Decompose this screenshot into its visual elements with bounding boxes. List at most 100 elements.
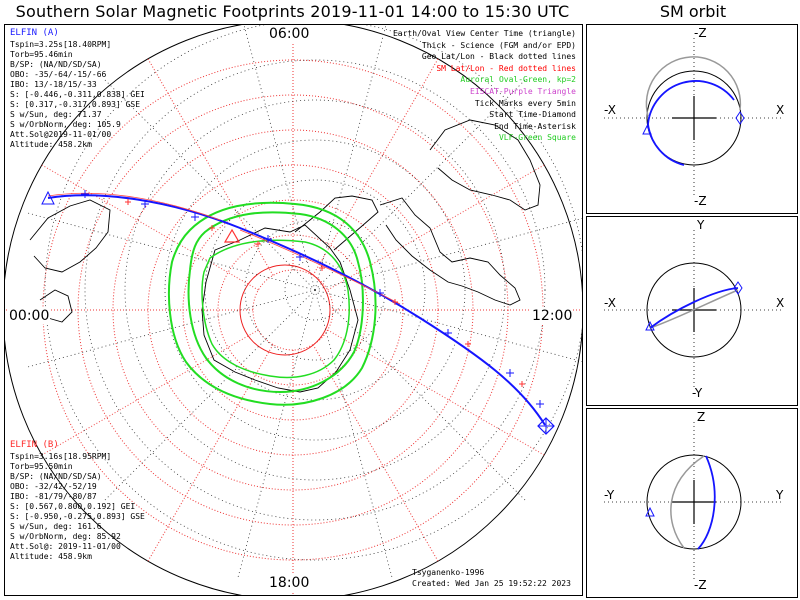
legend-entry: End Time-Asterisk (494, 121, 576, 131)
map-layer (5, 25, 582, 595)
info-line: B/SP: (NA/ND/SD/SA) (10, 60, 102, 69)
sm-lat-circle (217, 234, 369, 386)
legend-entry: Start Time-Diamond (489, 110, 576, 120)
auroral-oval-outer (168, 201, 377, 406)
panel2-right-label: X (776, 296, 785, 310)
geo-lat-circle (244, 219, 386, 361)
geo-lon-line (314, 289, 582, 362)
orbit-a-triangle (645, 506, 655, 517)
legend-entry: VLF-Green Square (498, 133, 576, 143)
info-line: S: [-0.950,-0.275,0.893] GSE (10, 512, 145, 521)
sm-lon-line (327, 329, 545, 456)
sm-lon-line (147, 344, 274, 562)
geo-lon-line (25, 289, 316, 369)
info-line: Torb=95.46min (10, 50, 73, 59)
elfin-a-track (47, 194, 546, 426)
geo-lat-circle (124, 99, 506, 481)
legend: Earth/Oval View Center Time (triangle) Th… (393, 28, 576, 144)
info-line: Att.Sol@: 2019-11-01/00 (10, 542, 121, 551)
sm-lon-line (41, 164, 259, 291)
sm-orbit-title: SM orbit (659, 2, 727, 21)
orbit-panel-xy (586, 216, 798, 406)
info-line: Altitude: 458.2km (10, 140, 92, 149)
panel2-top-label: Y (697, 218, 705, 232)
footprint-map-frame (4, 24, 583, 596)
legend-entry: Geo Lat/Lon - Black dotted lines (421, 52, 576, 62)
orbit-a (647, 80, 735, 125)
orbit-b (670, 455, 705, 549)
elfin-a-name: ELFIN (A) (10, 28, 59, 38)
elfin-b-info: Tspin=3.16s[18.95RPM] Torb=95.50min B/SP: … (10, 452, 145, 562)
legend-entry: EISCAT-Purple Triangle (470, 86, 576, 96)
sm-lat-circle (112, 129, 474, 491)
info-line: Altitude: 458.9km (10, 552, 92, 561)
hour-label-right: 12:00 (531, 308, 574, 324)
info-line: Torb=95.50min (10, 462, 73, 471)
panel1-bottom-label: -Z (694, 194, 707, 208)
plot-title: Southern Solar Magnetic Footprints 2019-… (15, 2, 570, 21)
info-line: S: [0.317,-0.317,0.893] GSE (10, 100, 141, 109)
view-center-triangle-b (223, 228, 241, 243)
auroral-oval-mid (201, 239, 350, 379)
geo-lat-circle (164, 139, 466, 441)
orbit-panel-yz (586, 408, 798, 598)
info-line: S w/Sun, deg: 71.37 (10, 110, 102, 119)
new-zealand-coastline (39, 289, 73, 323)
panel3-right-label: Y (776, 488, 784, 502)
geo-lon-line (236, 289, 316, 580)
info-line: S w/Sun, deg: 161.6 (10, 522, 102, 531)
info-line: OBO: -35/-64/-15/-66 (10, 70, 107, 79)
model-credit: Tsyganenko-1996 (412, 568, 485, 577)
sm-pole-circle (239, 264, 331, 356)
geo-lon-line (243, 25, 316, 291)
panel2-bottom-label: -Y (692, 386, 703, 400)
legend-entry: Auroral Oval-Green, kp=2 (460, 75, 576, 85)
hour-label-bottom: 18:00 (268, 575, 311, 591)
panel3-top-label: Z (697, 410, 706, 424)
created-timestamp: Created: Wed Jan 25 19:52:22 2023 (412, 579, 571, 588)
panel3-left-label: -Y (604, 488, 615, 502)
sm-lat-circle (252, 269, 334, 351)
orbit-panel-xz (586, 24, 798, 214)
orbit-a-diamond (733, 281, 743, 295)
geo-lat-circle (284, 259, 346, 321)
panel1-top-label: -Z (694, 26, 707, 40)
info-line: B/SP: (NA/ND/SD/SA) (10, 472, 102, 481)
info-line: S w/OrbNorm, deg: 85.92 (10, 532, 121, 541)
orbit-a-triangle (642, 124, 652, 135)
info-line: OBO: -32/42/-52/19 (10, 482, 97, 491)
info-line: Att.Sol@2019-11-01/00 (10, 130, 112, 139)
legend-entry: Earth/Oval View Center Time (triangle) (392, 29, 576, 38)
geo-lon-line (314, 289, 528, 503)
panel3-bottom-label: -Z (694, 578, 707, 592)
info-line: Tspin=3.16s[18.95RPM] (10, 452, 112, 461)
antarctic-peninsula-coastline (294, 195, 379, 251)
info-line: S: [0.567,0.800,0.192] GEI (10, 502, 136, 511)
south-america-coastline (379, 197, 521, 306)
info-line: Tspin=3.25s[18.40RPM] (10, 40, 112, 49)
info-line: S w/OrbNorm, deg: 105.9 (10, 120, 121, 129)
legend-entry: Tick Marks every 5min (474, 98, 576, 108)
info-line: IBO: -81/79/-80/87 (10, 492, 97, 501)
sm-lon-line (147, 58, 274, 276)
info-line: IBO: 13/-18/15/-33 (10, 80, 97, 89)
australia-coastline (29, 199, 111, 273)
elfin-b-track-upper (47, 192, 221, 221)
orbit-a-triangle (645, 320, 655, 331)
elfin-b-track-mid (239, 229, 401, 305)
legend-entry: SM Lat/Lon - Red dotted lines (436, 63, 576, 73)
elfin-a-info: Tspin=3.25s[18.40RPM] Torb=95.46min B/SP: … (10, 40, 145, 150)
orbit-a-diamond (735, 111, 745, 125)
africa-coastline (429, 119, 541, 211)
orbit-b (645, 56, 742, 117)
antarctica-coastline (201, 224, 359, 393)
orbit-a (697, 455, 716, 550)
orbit-a (649, 287, 739, 329)
geo-lat-circle (84, 59, 546, 521)
panel1-left-label: -X (604, 103, 616, 117)
hour-label-left: 00:00 (8, 308, 51, 324)
legend-entry: Thick - Science (FGM and/or EPD) (421, 40, 576, 50)
panel2-left-label: -X (604, 296, 616, 310)
orbit-b (649, 289, 739, 329)
